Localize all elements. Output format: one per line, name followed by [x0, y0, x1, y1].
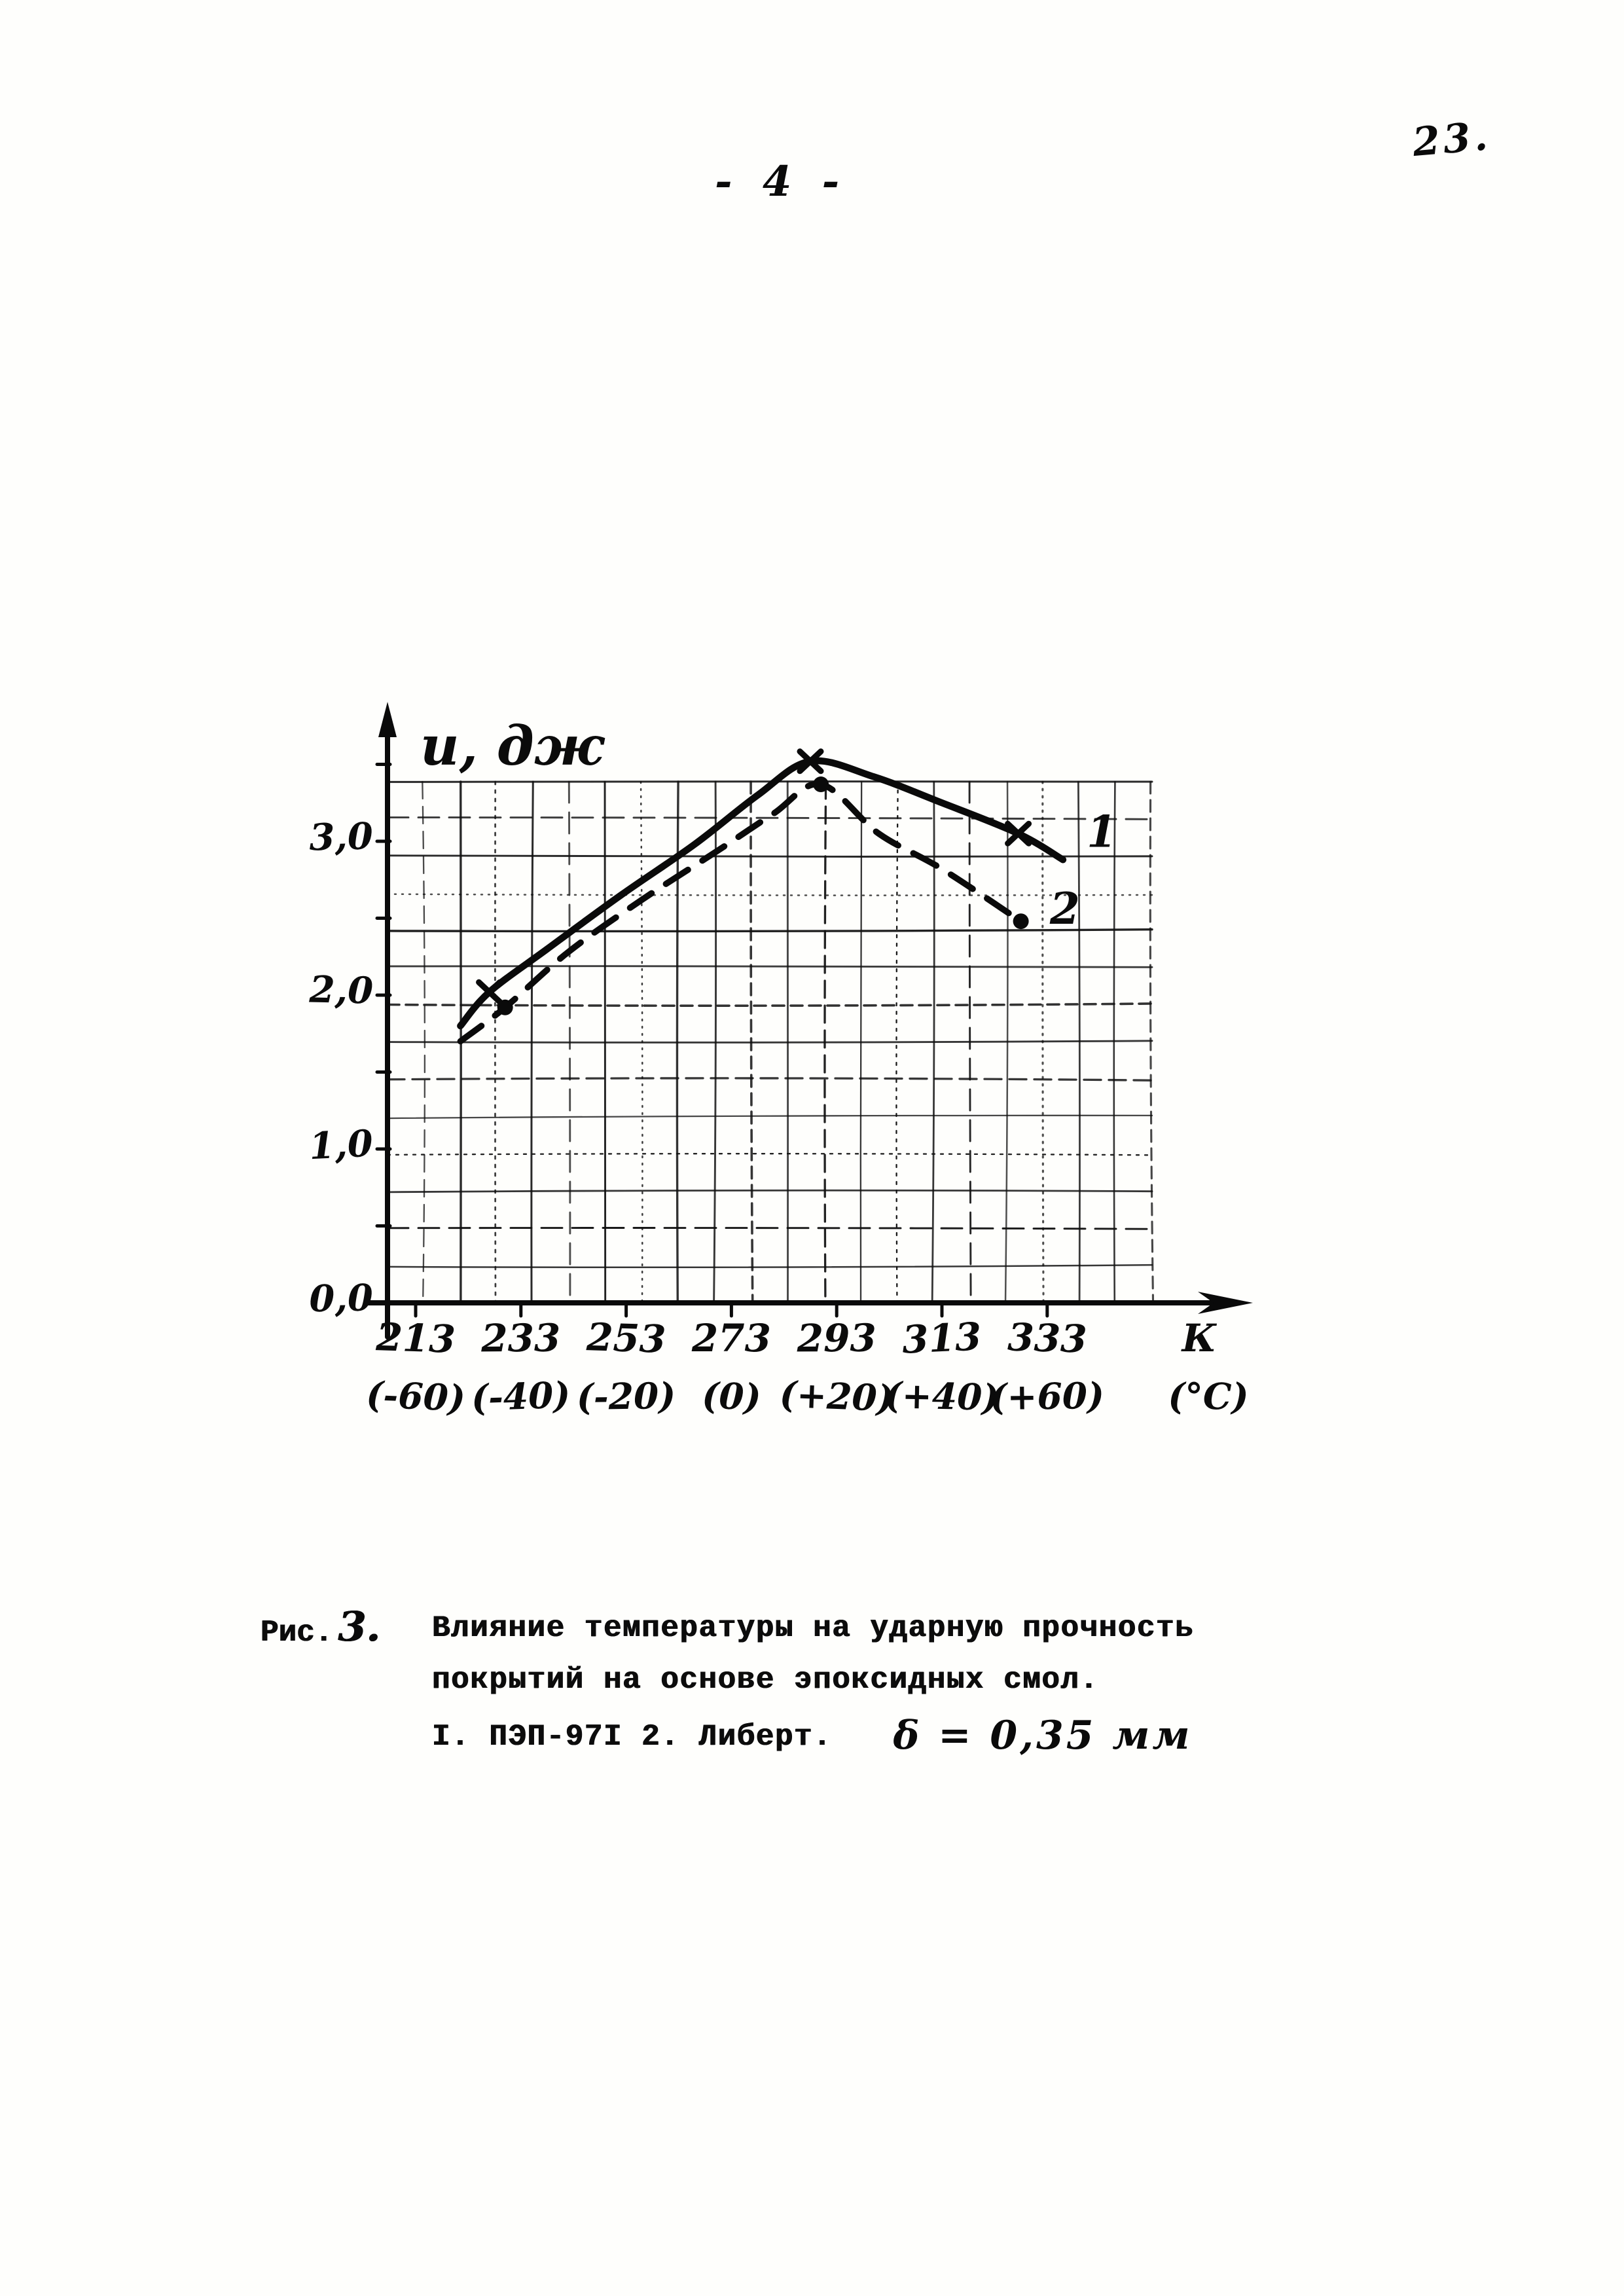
caption-line-3: I. ПЭП-97I 2. Либерт.	[432, 1720, 833, 1754]
page-number-corner: 23.	[1411, 113, 1493, 166]
y-tick-label: 0,0	[309, 1276, 374, 1321]
x-tick-celsius: (-60)	[365, 1373, 466, 1419]
curve-1-markers	[476, 748, 1032, 1005]
caption-figure-number: 3.	[338, 1603, 381, 1650]
x-tick-celsius: (+60)	[990, 1374, 1105, 1418]
y-tick-label: 3,0	[309, 814, 374, 859]
caption-thickness-note: δ = 0,35 мм	[893, 1713, 1193, 1758]
caption-line-1: Влияние температуры на ударную прочность	[432, 1611, 1195, 1645]
y-tick-label: 2,0	[308, 968, 374, 1012]
x-tick-kelvin: 273	[691, 1316, 771, 1360]
x-tick-kelvin: 213	[375, 1315, 456, 1362]
x-tick-celsius: (+20)	[779, 1373, 895, 1419]
caption-text: Влияние температуры на ударную прочность…	[432, 1603, 1194, 1763]
page-number-header: - 4 -	[715, 157, 848, 206]
x-tick-celsius: (-20)	[576, 1374, 676, 1418]
curve-2: 2	[457, 776, 1080, 1045]
curve-2-markers	[497, 776, 1029, 1015]
y-axis-label: И, дж	[420, 715, 605, 778]
x-tick-celsius: (-40)	[471, 1374, 571, 1419]
y-tick-labels: 0,0 1,0 2,0 3,0	[308, 814, 374, 1321]
x-tick-kelvin: 313	[901, 1314, 983, 1362]
x-axis-unit-celsius: (°C)	[1168, 1375, 1248, 1417]
curve-1-label: 1	[1087, 806, 1117, 857]
chart-axes	[364, 702, 1253, 1339]
curve-2-label: 2	[1049, 883, 1080, 934]
x-tick-kelvin: 233	[480, 1316, 561, 1361]
x-tick-celsius: (0)	[702, 1374, 762, 1418]
figure-chart: 1 2 0,0 1,0 2,0 3,0 213 233 253 273 293 313 333 (-60)…	[281, 694, 1276, 1453]
caption-label: Рис. 3.	[261, 1603, 432, 1650]
caption-line-2: покрытий на основе эпоксидных смол.	[432, 1663, 1099, 1697]
x-tick-kelvin: 333	[1007, 1315, 1088, 1361]
x-tick-labels: 213 233 253 273 293 313 333 (-60) (-40) (-20) (0) (…	[365, 1314, 1248, 1419]
figure-caption: Рис. 3. Влияние температуры на ударную пр…	[261, 1603, 1194, 1763]
x-tick-celsius: (+40)	[884, 1374, 1000, 1419]
y-tick-label: 1,0	[308, 1122, 374, 1169]
impact-strength-vs-temperature-chart: 12 0,0 1,0 2,0 3,0 213 233 253 273 293 313 333 (-60)…	[308, 702, 1253, 1419]
caption-figure-word: Рис.	[261, 1616, 333, 1650]
curve-1: 1	[457, 748, 1117, 1030]
x-tick-kelvin: 293	[796, 1316, 876, 1361]
chart-grid	[385, 780, 1155, 1304]
x-tick-kelvin: 253	[585, 1315, 666, 1362]
x-axis-unit-kelvin: К	[1181, 1316, 1218, 1360]
